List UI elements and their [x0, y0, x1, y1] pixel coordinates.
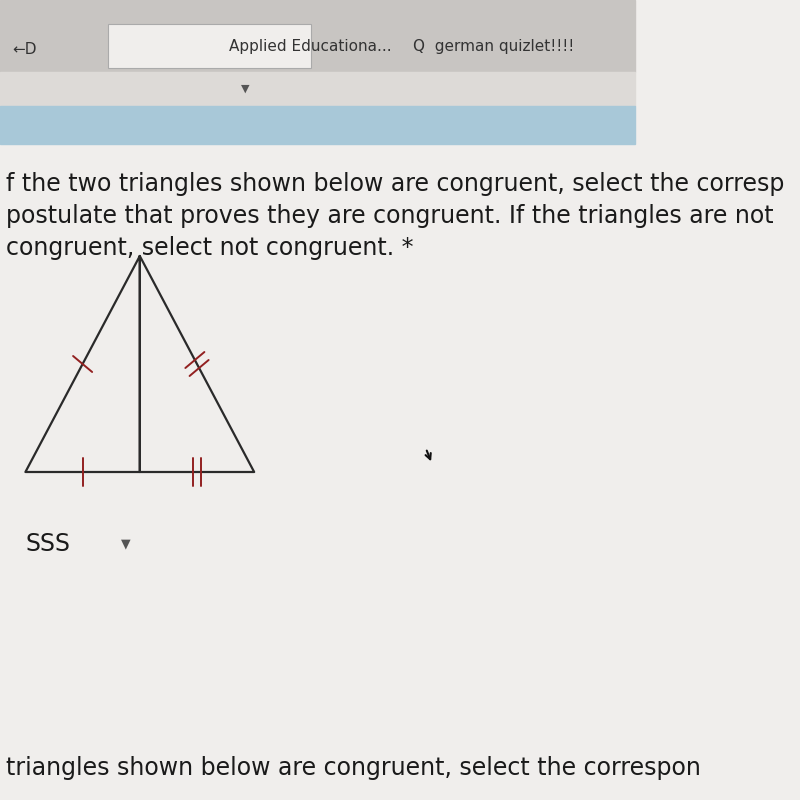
- Text: ←D: ←D: [13, 42, 38, 57]
- Text: SSS: SSS: [26, 532, 70, 556]
- FancyBboxPatch shape: [0, 106, 635, 144]
- FancyBboxPatch shape: [108, 24, 311, 68]
- Text: congruent, select not congruent. *: congruent, select not congruent. *: [6, 236, 414, 260]
- Text: postulate that proves they are congruent. If the triangles are not: postulate that proves they are congruent…: [6, 204, 774, 228]
- Text: triangles shown below are congruent, select the correspon: triangles shown below are congruent, sel…: [6, 756, 702, 780]
- FancyBboxPatch shape: [0, 0, 635, 72]
- Text: f the two triangles shown below are congruent, select the corresp: f the two triangles shown below are cong…: [6, 172, 785, 196]
- Text: Applied Educationa...: Applied Educationa...: [229, 39, 391, 54]
- FancyBboxPatch shape: [0, 72, 635, 106]
- Text: ▼: ▼: [242, 84, 250, 94]
- Text: ▼: ▼: [121, 538, 130, 550]
- Text: Q  german quizlet!!!!: Q german quizlet!!!!: [413, 39, 574, 54]
